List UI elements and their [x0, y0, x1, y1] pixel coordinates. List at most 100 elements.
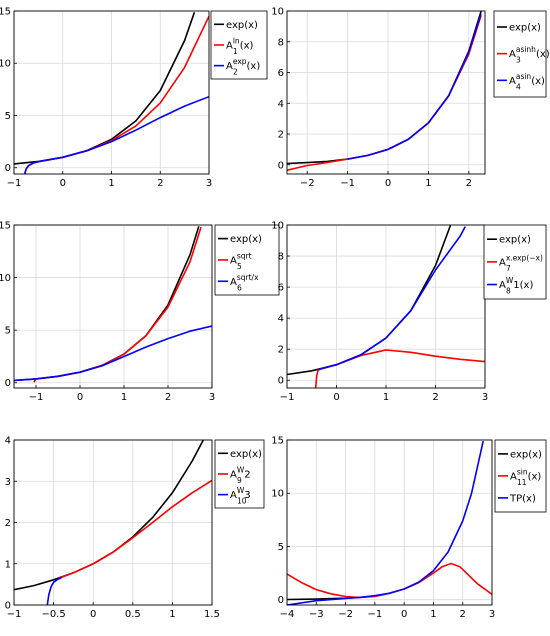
series-line-3 [287, 440, 484, 605]
legend-label-base: A [230, 490, 237, 501]
y-tick-label: 5 [5, 326, 11, 337]
legend-label-sub: 10 [237, 497, 247, 506]
legend-label-base: exp(x) [226, 20, 258, 31]
legend-label: Aasinh(x) [509, 45, 550, 60]
legend-label: exp(x) [230, 449, 262, 460]
legend-label-sup: sqrt/x [237, 273, 259, 282]
x-tick-label: −1 [7, 178, 22, 189]
legend-label-base: exp(x) [509, 23, 541, 34]
legend-label-base: exp(x) [230, 234, 262, 245]
y-tick-label: 10 [271, 7, 284, 18]
legend-label-base: A [510, 471, 517, 482]
x-tick-label: −3 [309, 609, 324, 620]
y-tick-label: 0 [278, 595, 284, 606]
legend-label-sup: x.exp(−x) [506, 253, 543, 262]
y-tick-label: 0 [5, 601, 11, 612]
legend-label-tail: (x) [240, 40, 254, 51]
y-tick-label: 0 [278, 160, 284, 171]
y-tick-label: 15 [0, 221, 11, 232]
axes-frame [13, 224, 213, 389]
legend-label-sub: 6 [237, 283, 242, 292]
chart-panel-6: −4 −3 −2 −1 0 1 2 3 0 5 10 15 exp(x) Asin(x)11 TP(x) [271, 436, 547, 620]
legend-label: Aexp(x) [226, 57, 260, 72]
axes-frame [286, 439, 493, 606]
y-tick-label: 8 [278, 37, 284, 48]
y-tick-label: 1 [5, 559, 11, 570]
x-tick-label: 0 [333, 392, 339, 403]
legend-label-base: A [509, 76, 516, 87]
legend-label-sub: 11 [517, 478, 527, 487]
x-tick-label: 1 [425, 178, 431, 189]
x-tick-label: −1 [29, 392, 44, 403]
plot-area [287, 11, 482, 171]
series-line-3 [23, 95, 209, 174]
legend-label-sub: 1 [233, 47, 238, 56]
x-tick-label: 2 [460, 609, 466, 620]
legend-label: exp(x) [226, 20, 258, 31]
series-line-1 [287, 225, 452, 376]
y-tick-label: 4 [278, 99, 284, 110]
series-line-1 [14, 226, 200, 382]
series-line-3 [46, 577, 62, 605]
y-tick-label: 4 [278, 314, 284, 325]
plot-area [287, 440, 492, 605]
legend-label: Ax.exp(−x) [499, 253, 543, 268]
axes-frame [286, 10, 486, 175]
series-line-3 [317, 226, 466, 371]
x-tick-label: −1 [367, 609, 382, 620]
y-tick-label: 5 [5, 111, 11, 122]
y-tick-label: 4 [5, 436, 11, 447]
legend-label-sup: ln [233, 36, 240, 45]
legend-label: exp(x) [499, 235, 531, 246]
x-tick-label: −0.5 [41, 609, 65, 620]
legend-label-tail: (x) [528, 471, 542, 482]
legend-label-sup: W [237, 465, 245, 474]
legend-label: Aasin(x) [509, 72, 545, 87]
legend-label-tail: 3 [244, 490, 250, 501]
legend-label-tail: 1(x) [513, 280, 533, 291]
x-tick-label: 3 [209, 392, 215, 403]
y-tick-label: 10 [0, 273, 11, 284]
y-tick-label: 2 [278, 130, 284, 141]
legend-label-tail: (x) [247, 61, 261, 72]
y-tick-label: 2 [5, 518, 11, 529]
legend-label: exp(x) [510, 449, 542, 460]
legend-label-base: A [499, 257, 506, 268]
x-tick-label: 1 [169, 609, 175, 620]
y-tick-label: 10 [0, 59, 11, 70]
x-tick-label: 3 [206, 178, 212, 189]
x-tick-label: 1 [121, 392, 127, 403]
y-tick-label: 5 [278, 542, 284, 553]
legend-label-sup: W [237, 486, 245, 495]
series-line-1 [14, 12, 196, 165]
legend-label: AW3 [230, 486, 251, 501]
y-tick-label: 6 [278, 68, 284, 79]
plot-area [14, 440, 212, 605]
legend-label: exp(x) [230, 234, 262, 245]
legend-label-sub: 7 [506, 264, 511, 273]
x-tick-label: 0 [385, 178, 391, 189]
legend-label: Asqrt/x [230, 273, 259, 288]
legend-label-sub: 8 [506, 287, 511, 296]
y-tick-label: 15 [0, 7, 11, 18]
x-tick-label: −4 [280, 609, 295, 620]
legend-label: Asin(x) [510, 467, 541, 482]
legend-label: AW2 [230, 465, 251, 480]
y-tick-label: 10 [271, 489, 284, 500]
x-tick-label: 2 [165, 392, 171, 403]
x-tick-label: −2 [300, 178, 315, 189]
legend-label-base: A [230, 255, 237, 266]
y-tick-label: 6 [278, 283, 284, 294]
plot-area [14, 226, 212, 383]
series-line-3 [14, 325, 212, 382]
x-tick-label: 2 [157, 178, 163, 189]
